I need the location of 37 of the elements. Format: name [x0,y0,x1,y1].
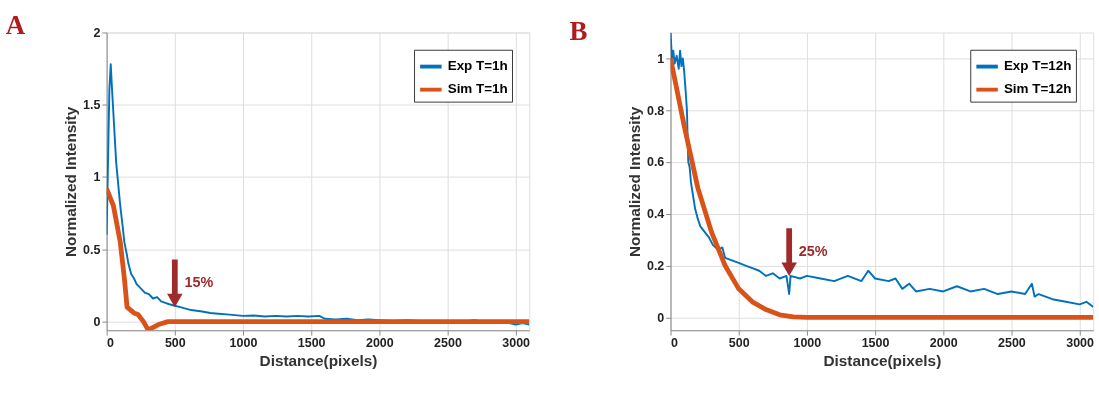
y-tick-label: 0.5 [83,242,101,257]
x-tick-label: 1500 [297,336,326,351]
legend-label: Exp T=12h [1003,58,1072,74]
chart-title: B [569,16,588,47]
x-tick-label: 500 [728,336,750,351]
chart-title: A [5,10,26,41]
y-tick-label: 1 [93,170,101,185]
x-tick-label: 1000 [793,336,822,351]
y-tick-label: 1.5 [83,98,101,113]
legend-label: Sim T=12h [1003,81,1072,97]
x-tick-label: 2000 [929,336,958,351]
x-tick-label: 1000 [229,336,258,351]
x-tick-label: 0 [671,336,679,351]
legend-label: Exp T=1h [447,58,508,74]
y-tick-label: 0.8 [646,103,665,118]
y-tick-label: 1 [657,51,665,66]
y-tick-label: 0 [657,310,665,325]
annotation: 15% [184,273,214,290]
y-axis-title: Normalized Intensity [62,106,80,257]
x-tick-label: 1500 [861,336,890,351]
y-tick-label: 0 [93,314,101,329]
x-tick-label: 0 [107,336,115,351]
x-tick-label: 2500 [434,336,462,351]
legend-label: Sim T=1h [447,81,508,97]
y-tick-label: 0.2 [646,258,665,273]
y-tick-label: 0.4 [646,207,665,222]
y-tick-label: 0.6 [646,155,665,170]
x-tick-label: 3000 [1066,336,1095,351]
y-axis-title: Normalized Intensity [626,106,644,257]
x-tick-label: 2500 [998,336,1026,351]
x-tick-label: 3000 [502,336,531,351]
x-tick-label: 2000 [365,336,394,351]
x-axis-title: Distance(pixels) [259,352,378,370]
x-tick-label: 500 [164,336,186,351]
annotation: 25% [798,242,828,259]
x-axis-title: Distance(pixels) [823,352,942,370]
y-tick-label: 2 [93,25,101,40]
